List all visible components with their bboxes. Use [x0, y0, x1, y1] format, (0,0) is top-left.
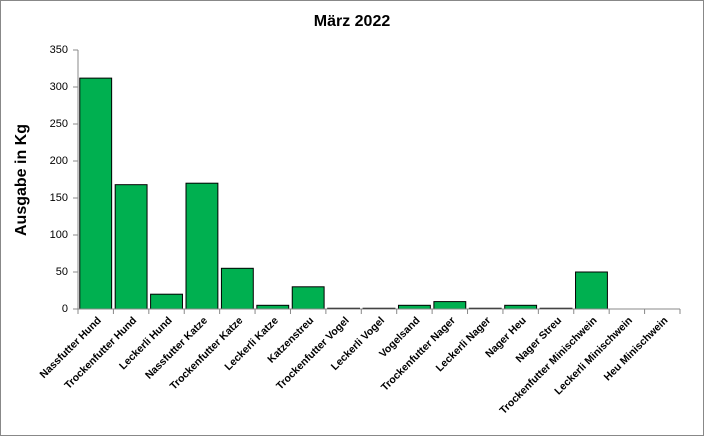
- bar: [150, 293, 183, 310]
- bar: [185, 182, 219, 310]
- bar: [291, 286, 325, 310]
- bar: [397, 304, 431, 310]
- bar: [256, 304, 290, 310]
- y-tick-label: 0: [62, 303, 68, 315]
- bar: [433, 301, 467, 310]
- chart-title: März 2022: [314, 13, 391, 30]
- bar: [504, 304, 538, 310]
- y-tick-label: 150: [50, 192, 68, 204]
- y-tick-label: 100: [50, 229, 68, 241]
- y-tick-label: 250: [50, 118, 68, 130]
- bar: [79, 77, 113, 310]
- bar: [220, 267, 254, 310]
- bar: [575, 271, 608, 310]
- y-axis-label: Ausgabe in Kg: [13, 124, 30, 236]
- y-tick-label: 200: [50, 155, 68, 167]
- bar: [114, 184, 148, 310]
- y-tick-label: 50: [56, 266, 68, 278]
- y-tick-label: 350: [50, 44, 68, 56]
- y-tick-label: 300: [50, 81, 68, 93]
